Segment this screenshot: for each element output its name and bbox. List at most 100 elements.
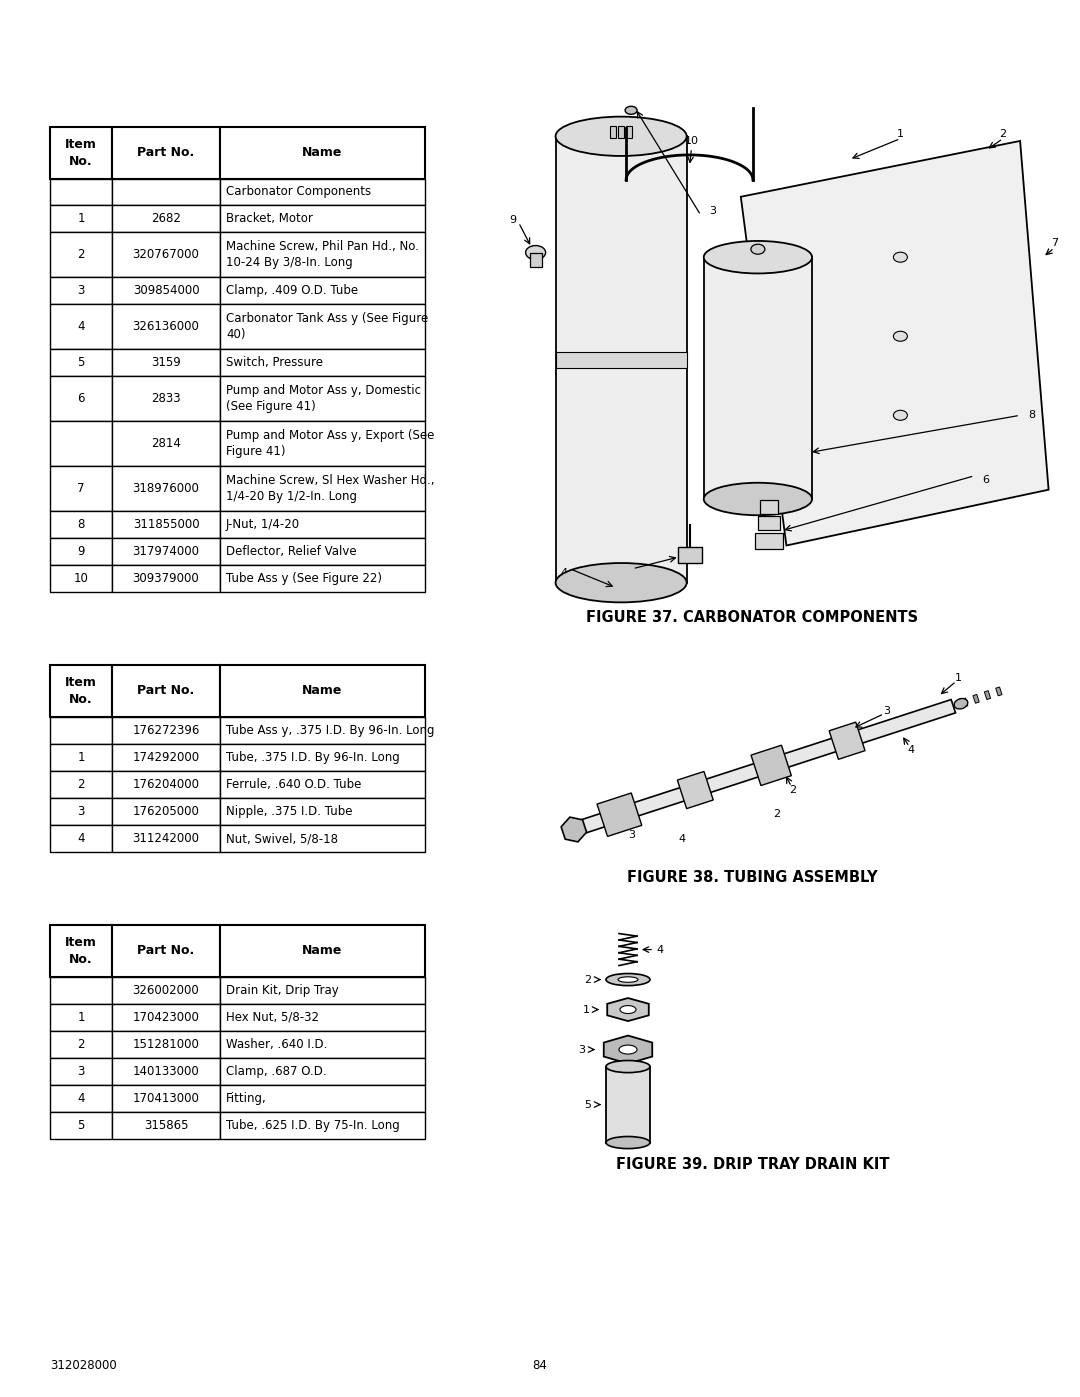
Ellipse shape [893, 411, 907, 420]
Bar [112, 127, 220, 179]
Text: 2: 2 [78, 1038, 84, 1051]
Bar [755, 532, 783, 549]
Text: Nut, Swivel, 5/8-18: Nut, Swivel, 5/8-18 [226, 833, 338, 845]
Bar [112, 665, 220, 717]
Bar [50, 1031, 112, 1058]
Text: 3: 3 [579, 1045, 585, 1055]
Bar [220, 349, 426, 376]
Text: Tube Ass y (See Figure 22): Tube Ass y (See Figure 22) [226, 571, 382, 585]
Bar [50, 420, 112, 467]
Text: 5: 5 [618, 569, 624, 578]
Bar [220, 511, 426, 538]
Bar [220, 665, 426, 717]
Text: Tube, .375 I.D. By 96-In. Long: Tube, .375 I.D. By 96-In. Long [226, 752, 400, 764]
Bar [112, 771, 220, 798]
Bar [50, 179, 112, 205]
Bar [220, 179, 426, 205]
Text: 2: 2 [78, 249, 84, 261]
Text: 8: 8 [78, 518, 84, 531]
Text: 4: 4 [78, 833, 84, 845]
Text: 176272396: 176272396 [133, 724, 200, 738]
Text: 6: 6 [78, 393, 84, 405]
Text: 4: 4 [656, 944, 663, 954]
Bar [112, 1031, 220, 1058]
Bar [220, 564, 426, 592]
Bar [112, 305, 220, 349]
Text: 3159: 3159 [151, 356, 180, 369]
Text: Pump and Motor Ass y, Domestic
(See Figure 41): Pump and Motor Ass y, Domestic (See Figu… [226, 384, 421, 414]
Text: Name: Name [302, 685, 342, 697]
Text: 4: 4 [678, 834, 686, 844]
Bar [610, 126, 616, 138]
Text: 317974000: 317974000 [133, 545, 200, 557]
Text: J-Nut, 1/4-20: J-Nut, 1/4-20 [226, 518, 300, 531]
Bar [112, 232, 220, 277]
Bar [220, 977, 426, 1004]
Text: FIGURE 38. TUBING ASSEMBLY: FIGURE 38. TUBING ASSEMBLY [627, 870, 878, 886]
Text: 3: 3 [78, 1065, 84, 1078]
Text: Clamp, .409 O.D. Tube: Clamp, .409 O.D. Tube [226, 284, 359, 298]
Bar [112, 349, 220, 376]
Bar [626, 126, 632, 138]
Polygon shape [973, 694, 980, 703]
Text: FIGURE 37. CARBONATOR COMPONENTS: FIGURE 37. CARBONATOR COMPONENTS [586, 610, 919, 624]
Text: 320767000: 320767000 [133, 249, 200, 261]
Text: Drain Kit, Drip Tray: Drain Kit, Drip Tray [226, 983, 339, 997]
Bar [220, 538, 426, 564]
Bar [50, 771, 112, 798]
Bar [112, 467, 220, 511]
Polygon shape [604, 1035, 652, 1063]
Bar [112, 925, 220, 977]
Bar [50, 826, 112, 852]
Text: 311855000: 311855000 [133, 518, 200, 531]
Ellipse shape [704, 240, 812, 274]
Text: 140133000: 140133000 [133, 1065, 200, 1078]
Bar [220, 771, 426, 798]
Bar [112, 376, 220, 420]
Bar [50, 127, 112, 179]
Bar [220, 420, 426, 467]
Text: 3: 3 [629, 830, 636, 841]
Text: 4: 4 [908, 745, 915, 754]
Bar [50, 564, 112, 592]
Text: Bracket, Motor: Bracket, Motor [226, 212, 313, 225]
Polygon shape [751, 745, 792, 785]
Text: Name: Name [302, 147, 342, 159]
Bar [50, 1112, 112, 1139]
Text: Machine Screw, Sl Hex Washer Hd.,
1/4-20 By 1/2-In. Long: Machine Screw, Sl Hex Washer Hd., 1/4-20… [226, 474, 434, 503]
Text: Tube, .625 I.D. By 75-In. Long: Tube, .625 I.D. By 75-In. Long [226, 1119, 400, 1132]
Bar [677, 546, 702, 563]
Text: Part No.: Part No. [137, 944, 194, 957]
Bar [50, 977, 112, 1004]
Bar [50, 305, 112, 349]
Text: 4: 4 [78, 1092, 84, 1105]
Text: 7: 7 [78, 482, 84, 495]
Text: 2814: 2814 [151, 437, 181, 450]
Text: 2: 2 [78, 778, 84, 791]
Text: Switch, Pressure: Switch, Pressure [226, 356, 323, 369]
Bar [112, 205, 220, 232]
Text: 10: 10 [73, 571, 89, 585]
Bar [220, 1058, 426, 1085]
Polygon shape [741, 141, 1049, 545]
Text: Deflector, Relief Valve: Deflector, Relief Valve [226, 545, 356, 557]
Text: FIGURE 39. DRIP TRAY DRAIN KIT: FIGURE 39. DRIP TRAY DRAIN KIT [616, 1157, 889, 1172]
Text: 1: 1 [582, 1004, 590, 1014]
Bar [50, 511, 112, 538]
Text: 2: 2 [584, 975, 592, 985]
Text: Nipple, .375 I.D. Tube: Nipple, .375 I.D. Tube [226, 805, 352, 819]
Text: 2: 2 [789, 785, 796, 795]
Text: 2: 2 [773, 809, 780, 820]
Text: Part No.: Part No. [137, 147, 194, 159]
Bar [50, 1004, 112, 1031]
Ellipse shape [893, 331, 907, 341]
Bar [112, 1058, 220, 1085]
Bar [50, 798, 112, 826]
Polygon shape [984, 690, 990, 700]
Text: 1: 1 [896, 129, 904, 138]
Text: Hex Nut, 5/8-32: Hex Nut, 5/8-32 [226, 1011, 319, 1024]
Bar [50, 467, 112, 511]
Bar [50, 665, 112, 717]
Bar [220, 205, 426, 232]
Bar [220, 1112, 426, 1139]
